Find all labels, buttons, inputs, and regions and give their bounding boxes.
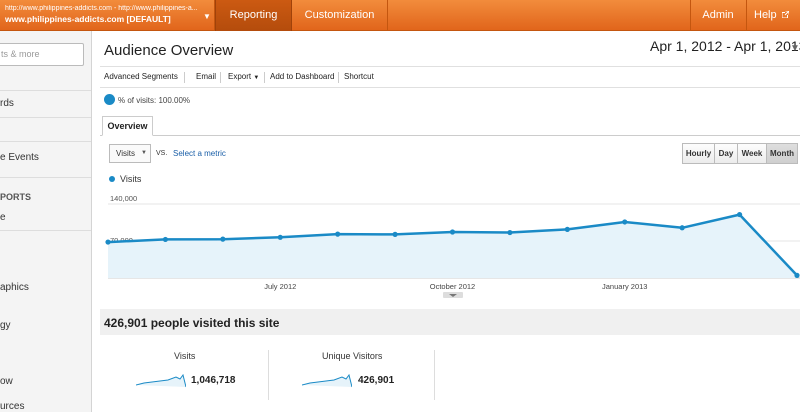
sidebar-divider	[0, 141, 91, 142]
summary-headline: 426,901 people visited this site	[104, 316, 280, 330]
data-point	[507, 229, 513, 236]
sidebar-divider	[0, 117, 91, 118]
export-label: Export	[228, 72, 252, 81]
unique-visitors-card-label[interactable]: Unique Visitors	[322, 351, 383, 361]
week-button[interactable]: Week	[737, 143, 767, 164]
metric-select[interactable]: Visits	[109, 144, 151, 163]
tab-admin[interactable]: Admin	[702, 9, 734, 21]
date-range-picker[interactable]: Apr 1, 2012 - Apr 1, 2013	[650, 38, 800, 54]
x-tick-label: January 2013	[602, 282, 647, 291]
toolbar-divider	[220, 72, 221, 83]
data-point	[679, 225, 685, 231]
data-point	[564, 226, 570, 232]
sidebar-divider	[0, 177, 91, 178]
sidebar-section-reports: PORTS	[0, 192, 32, 202]
tab-reporting[interactable]: Reporting	[215, 0, 292, 31]
chevron-down-icon: ▼	[141, 150, 147, 156]
report-toolbar: Advanced Segments Email Export ▼ Add to …	[100, 66, 800, 88]
sidebar: ts & more rds e Events PORTS e aphics gy…	[0, 31, 92, 412]
toolbar-divider	[338, 72, 339, 83]
tab-customization[interactable]: Customization	[304, 9, 375, 21]
chevron-down-icon[interactable]: ▼	[790, 43, 800, 54]
data-point	[162, 236, 169, 243]
shortcut-button[interactable]: Shortcut	[344, 72, 374, 81]
advanced-segments-button[interactable]: Advanced Segments	[104, 72, 178, 81]
summary-bar	[100, 309, 800, 335]
segment-pie-icon	[104, 94, 115, 105]
legend-marker	[109, 176, 115, 182]
data-point	[105, 239, 111, 245]
sidebar-item-intelligence-events[interactable]: e Events	[0, 152, 39, 163]
sidebar-divider	[0, 90, 91, 91]
top-nav-bar: http://www.philippines-addicts.com - htt…	[0, 0, 800, 31]
y-tick-label: 140,000	[110, 194, 137, 203]
unique-visitors-card-value: 426,901	[358, 375, 395, 386]
visits-sparkline	[136, 373, 186, 388]
help-link[interactable]: Help	[754, 0, 796, 31]
unique-visitors-sparkline	[302, 373, 352, 388]
segment-label: % of visits: 100.00%	[118, 96, 191, 105]
nav-divider	[387, 0, 388, 31]
visits-card-value: 1,046,718	[191, 375, 236, 386]
tab-rule	[100, 135, 102, 136]
sidebar-item-demographics[interactable]: aphics	[0, 282, 29, 293]
x-tick-label: October 2012	[430, 282, 475, 291]
data-point	[736, 211, 743, 218]
email-button[interactable]: Email	[196, 72, 217, 81]
month-button[interactable]: Month	[766, 143, 798, 164]
help-label: Help	[754, 9, 777, 21]
chevron-down-icon: ▼	[203, 12, 211, 21]
add-to-dashboard-button[interactable]: Add to Dashboard	[270, 72, 335, 81]
select-metric-link[interactable]: Select a metric	[173, 149, 226, 158]
sidebar-item-technology[interactable]: gy	[0, 320, 11, 331]
visits-card-label[interactable]: Visits	[174, 351, 196, 361]
data-point	[277, 234, 283, 240]
sidebar-divider	[0, 230, 91, 231]
vs-label: VS.	[156, 150, 168, 157]
toolbar-divider	[184, 72, 185, 83]
chevron-down-icon	[449, 294, 457, 297]
nav-divider	[746, 0, 747, 31]
data-point	[449, 229, 456, 235]
data-point	[794, 272, 800, 278]
sidebar-search-input[interactable]: ts & more	[0, 43, 84, 66]
data-point	[622, 219, 628, 225]
data-point	[220, 236, 226, 242]
series-area	[108, 214, 797, 278]
export-button[interactable]: Export ▼	[228, 72, 259, 81]
account-url: http://www.philippines-addicts.com - htt…	[5, 5, 198, 12]
tab-overview[interactable]: Overview	[102, 116, 153, 136]
data-point	[335, 231, 341, 237]
x-tick-label: July 2012	[264, 282, 296, 291]
data-point	[392, 231, 398, 237]
sidebar-item-dashboards[interactable]: rds	[0, 98, 14, 109]
sidebar-item-audience[interactable]: e	[0, 212, 6, 223]
day-button[interactable]: Day	[714, 143, 738, 164]
legend-label: Visits	[120, 174, 142, 184]
toolbar-divider	[264, 72, 265, 83]
tab-rule	[153, 135, 800, 136]
nav-divider	[690, 0, 691, 31]
card-divider	[434, 350, 435, 400]
page-title: Audience Overview	[104, 42, 234, 59]
card-divider	[268, 350, 269, 400]
chevron-down-icon: ▼	[253, 75, 260, 81]
account-name: www.philippines-addicts.com [DEFAULT]	[5, 14, 171, 24]
account-selector[interactable]: http://www.philippines-addicts.com - htt…	[0, 0, 215, 31]
external-link-icon	[781, 10, 790, 19]
sidebar-item-traffic-sources[interactable]: urces	[0, 401, 25, 412]
sidebar-item-users-flow[interactable]: ow	[0, 376, 13, 387]
hourly-button[interactable]: Hourly	[682, 143, 715, 164]
